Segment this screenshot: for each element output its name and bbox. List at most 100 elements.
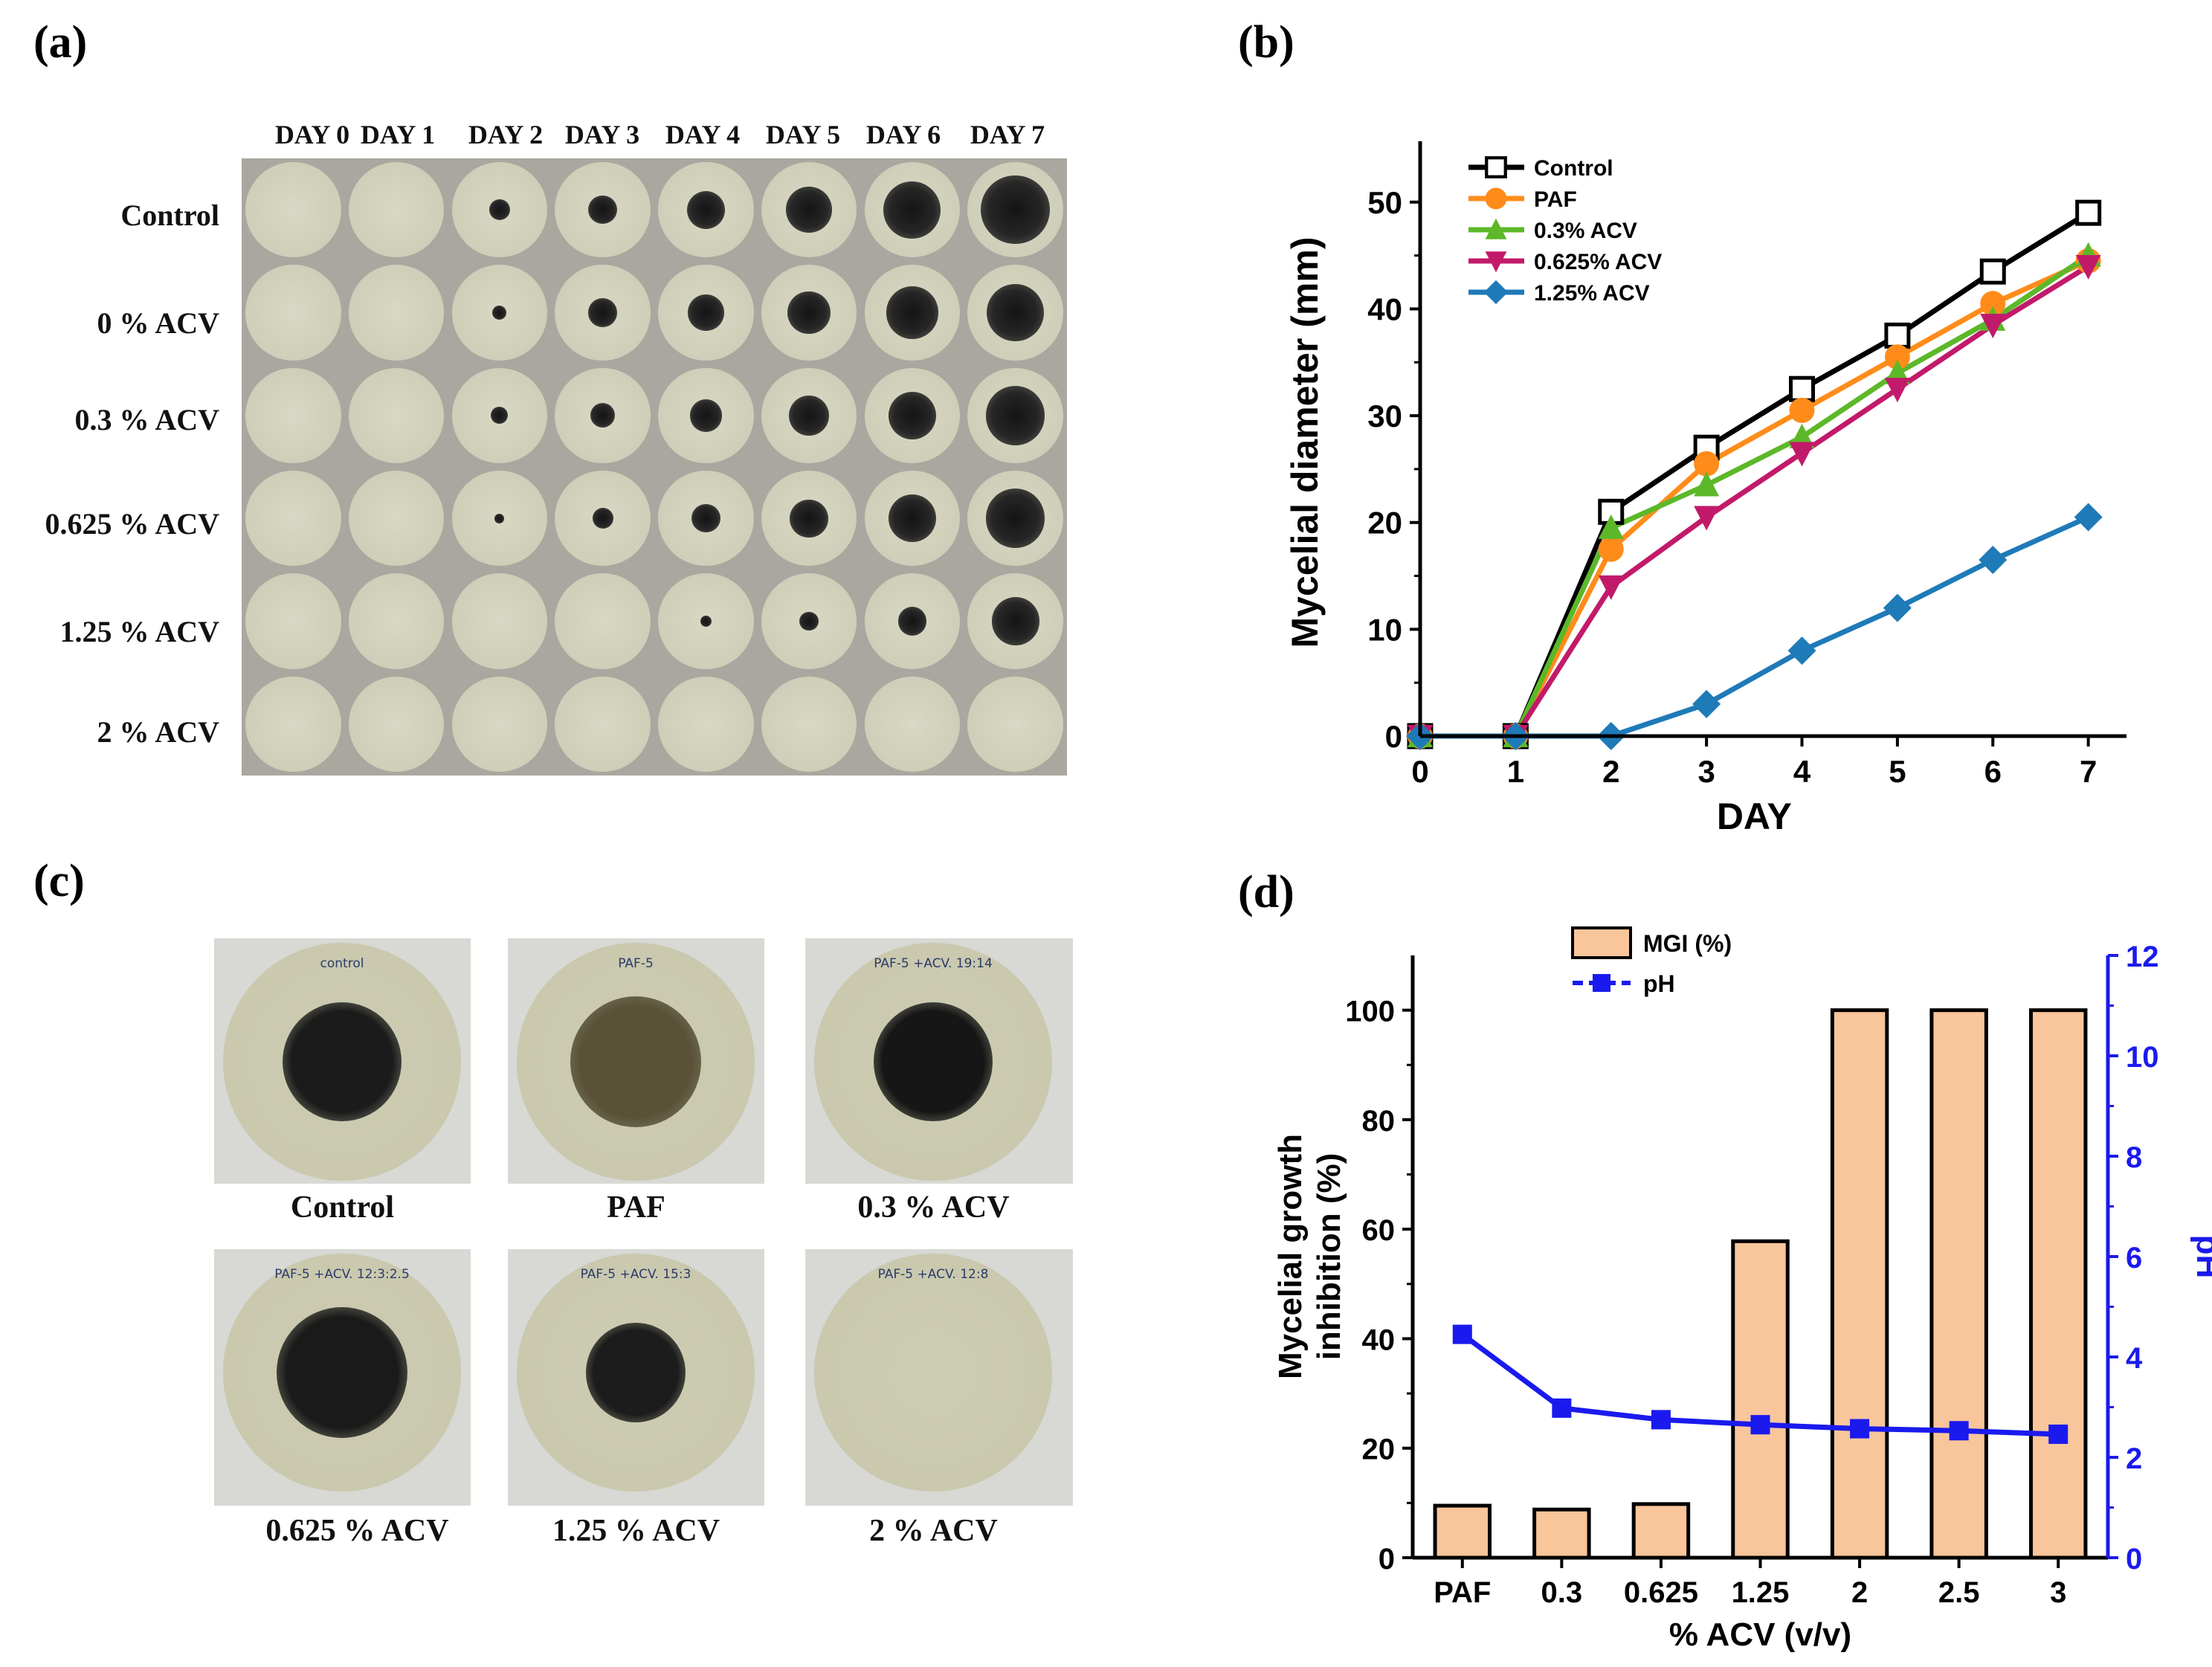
plate-caption: 0.625 % ACV <box>265 1514 449 1548</box>
row-label: Control <box>120 199 219 232</box>
x-tick-label: 3 <box>2050 1576 2066 1609</box>
bar <box>1731 1239 1790 1560</box>
petri-dish <box>555 573 651 669</box>
x-tick-label: PAF <box>1434 1576 1491 1609</box>
data-point <box>1980 291 2006 317</box>
petri-dish <box>555 265 651 361</box>
fungal-colony <box>883 181 941 239</box>
plate-photo: PAF-5 +ACV. 15:3 <box>508 1249 764 1506</box>
x-tick-label: 4 <box>1793 754 1811 789</box>
y-axis-label-line: inhibition (%) <box>1311 1153 1347 1361</box>
y-tick-label: 50 <box>1367 185 1402 220</box>
data-point <box>1980 314 2006 338</box>
data-point <box>1598 514 1624 539</box>
bar <box>1631 1502 1691 1560</box>
x-tick-label: 5 <box>1889 754 1906 789</box>
x-tick-label: 3 <box>1697 754 1715 789</box>
petri-dish <box>864 676 961 772</box>
fungal-colony <box>588 195 617 225</box>
panel-d-label: (d) <box>1238 867 1294 918</box>
fungal-colony <box>886 286 939 339</box>
petri-dish: PAF-5 +ACV. 12:3:2.5 <box>223 1254 461 1492</box>
legend-label: Control <box>1534 156 1613 181</box>
legend-marker <box>1593 974 1610 992</box>
y2-axis-label: pH <box>2190 1235 2212 1279</box>
petri-dish <box>348 573 445 669</box>
data-point <box>1884 344 1910 370</box>
petri-dish <box>451 471 548 567</box>
fungal-colony <box>691 503 720 533</box>
petri-dish <box>555 676 651 772</box>
y2-tick-label: 10 <box>2126 1041 2159 1074</box>
petri-dish <box>555 367 651 463</box>
fungal-colony <box>888 391 936 439</box>
petri-dish <box>658 676 754 772</box>
data-point <box>1979 258 2006 285</box>
x-tick-label: 0.3 <box>1541 1576 1583 1609</box>
ph-point <box>1452 1324 1472 1344</box>
bar <box>2028 1008 2088 1560</box>
data-point <box>1884 322 1911 349</box>
y-tick-label: 40 <box>1362 1323 1396 1356</box>
x-tick-label: 2.5 <box>1938 1576 1980 1609</box>
x-tick-label: 1.25 <box>1732 1576 1790 1609</box>
legend-marker <box>1485 187 1507 210</box>
y-tick-label: 20 <box>1367 506 1402 541</box>
plate-photo: control <box>214 938 471 1184</box>
x-tick-label: 7 <box>2080 754 2097 789</box>
x-tick-label: 0 <box>1411 754 1428 789</box>
y-tick-label: 100 <box>1345 996 1395 1028</box>
data-point <box>1692 689 1721 718</box>
y-tick-label: 0 <box>1385 719 1402 754</box>
data-point <box>1789 397 1815 423</box>
bar <box>1929 1008 1988 1560</box>
fungal-colony <box>491 407 509 425</box>
fungal-colony <box>492 305 507 320</box>
petri-dish <box>245 471 341 567</box>
fungal-colony <box>283 1002 402 1121</box>
data-point <box>1694 506 1720 531</box>
petri-dish <box>658 162 754 258</box>
fungal-colony <box>981 175 1050 245</box>
data-point <box>1884 378 1910 403</box>
x-axis-label: % ACV (v/v) <box>1669 1616 1851 1653</box>
data-point <box>1694 471 1720 497</box>
fungal-colony <box>987 283 1045 341</box>
fungal-colony <box>686 190 726 229</box>
petri-dish <box>245 265 341 361</box>
petri-dish <box>658 471 754 567</box>
petri-dish <box>761 162 857 258</box>
petri-dish: PAF-5 +ACV. 15:3 <box>517 1254 755 1492</box>
petri-dish <box>761 367 857 463</box>
plate-grid-photo <box>242 158 1067 776</box>
day-label: DAY 7 <box>970 120 1045 149</box>
day-label: DAY 2 <box>468 120 544 149</box>
fungal-colony <box>700 615 712 628</box>
data-point <box>2074 503 2103 532</box>
plate-caption: Control <box>290 1190 395 1225</box>
plate-photo: PAF-5 +ACV. 19:14 <box>805 938 1073 1184</box>
fungal-colony <box>786 187 832 233</box>
fungal-colony <box>689 399 723 432</box>
petri-dish <box>451 367 548 463</box>
petri-dish <box>451 265 548 361</box>
y-tick-label: 30 <box>1367 399 1402 433</box>
y2-tick-label: 12 <box>2126 941 2159 973</box>
data-point <box>1789 375 1816 402</box>
petri-dish <box>658 367 754 463</box>
petri-dish: PAF-5 +ACV. 12:8 <box>814 1254 1052 1492</box>
x-tick-label: 6 <box>1984 754 2002 789</box>
series-line <box>1420 515 2090 739</box>
petri-dish <box>864 367 961 463</box>
x-tick-label: 0.625 <box>1624 1576 1698 1609</box>
plate-caption: PAF <box>607 1190 665 1225</box>
legend-label: 1.25% ACV <box>1534 281 1650 306</box>
petri-dish <box>658 573 754 669</box>
fungal-colony <box>985 489 1045 548</box>
plate-photo: PAF-5 +ACV. 12:8 <box>805 1249 1073 1506</box>
petri-dish <box>967 162 1063 258</box>
row-label: 0 % ACV <box>97 306 219 340</box>
y-axis-label: Mycelial growthinhibition (%) <box>1272 1134 1347 1379</box>
ph-point <box>1750 1415 1770 1435</box>
data-point <box>1883 593 1912 622</box>
